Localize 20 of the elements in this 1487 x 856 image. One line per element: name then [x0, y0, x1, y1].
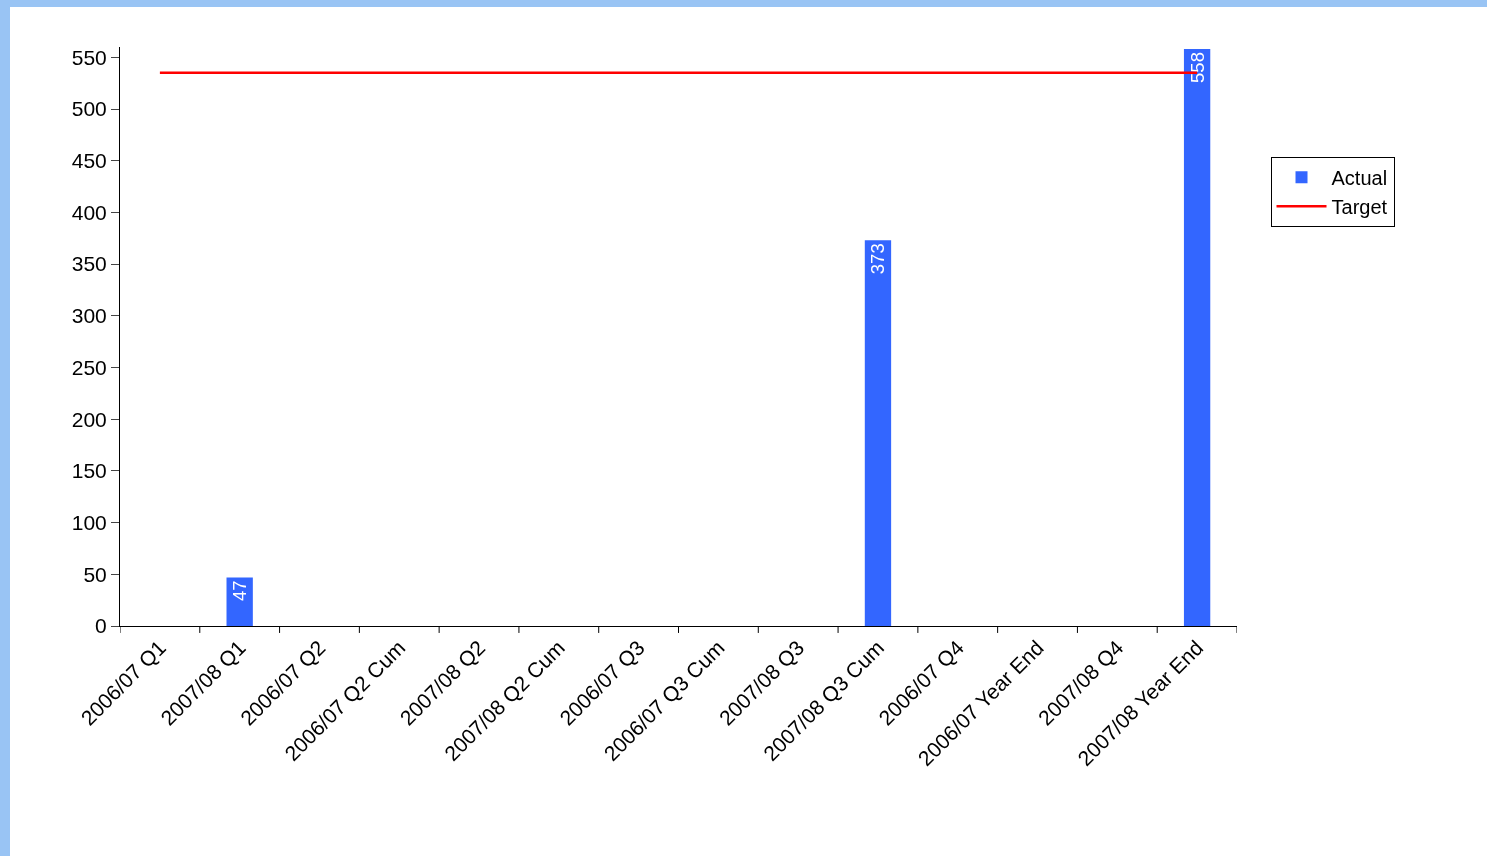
bar: [1183, 49, 1211, 626]
y-tick-label: 100: [71, 510, 107, 534]
y-tick-label: 0: [95, 614, 107, 638]
y-tick-label: 550: [71, 45, 107, 69]
y-tick-label: 150: [71, 459, 107, 483]
bar: [864, 240, 892, 626]
data-label: 373: [867, 243, 889, 275]
y-tick-label: 400: [71, 200, 107, 224]
y-tick-label: 350: [71, 252, 107, 276]
y-tick-label: 250: [71, 355, 107, 379]
bar: [226, 577, 253, 626]
y-tick-label: 200: [71, 407, 107, 431]
y-tick-label: 500: [71, 97, 107, 121]
y-tick-label: 50: [83, 562, 107, 586]
legend-label: Target: [1331, 196, 1388, 219]
data-label: 47: [229, 580, 251, 601]
legend-label: Actual: [1331, 167, 1388, 190]
data-label: 558: [1186, 52, 1208, 83]
y-tick-label: 450: [71, 149, 107, 173]
y-tick-label: 300: [71, 304, 107, 328]
